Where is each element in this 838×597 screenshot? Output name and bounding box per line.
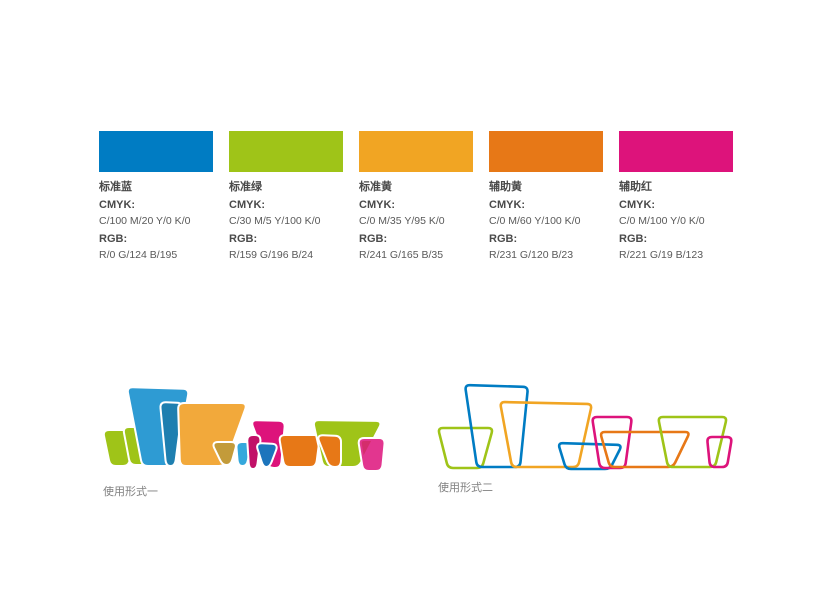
cmyk-label: CMYK: [99,199,136,211]
color-card: 辅助红 CMYK: C/0 M/100 Y/0 K/0 RGB: R/221 G… [619,131,733,262]
color-card: 标准黄 CMYK: C/0 M/35 Y/95 K/0 RGB: R/241 G… [359,131,473,262]
swatch-name: 标准蓝 [99,181,132,193]
rgb-label: RGB: [359,233,388,245]
swatch-name: 辅助红 [619,181,652,193]
color-card: 辅助黄 CMYK: C/0 M/60 Y/100 K/0 RGB: R/231 … [489,131,603,262]
color-swatch [489,131,603,172]
usage-label-two: 使用形式二 [438,482,493,494]
cmyk-label: CMYK: [619,199,656,211]
rgb-value: R/159 G/196 B/24 [229,249,314,261]
swatch-name: 辅助黄 [489,181,522,193]
color-swatch [229,131,343,172]
swatch-name: 标准黄 [359,181,392,193]
swatch-name: 标准绿 [229,181,262,193]
cmyk-label: CMYK: [489,199,526,211]
cmyk-value: C/0 M/35 Y/95 K/0 [359,215,445,227]
usage-example-two: 使用形式二 [435,378,735,495]
color-swatch [99,131,213,172]
palette-row: 标准蓝 CMYK: C/100 M/20 Y/0 K/0 RGB: R/0 G/… [99,131,733,262]
color-card: 标准绿 CMYK: C/30 M/5 Y/100 K/0 RGB: R/159 … [229,131,343,262]
rgb-value: R/231 G/120 B/23 [489,249,574,261]
color-swatch [619,131,733,172]
rgb-label: RGB: [619,233,648,245]
rgb-label: RGB: [489,233,518,245]
logo-outline-graphic [437,383,733,471]
cmyk-value: C/30 M/5 Y/100 K/0 [229,215,321,227]
cmyk-value: C/100 M/20 Y/0 K/0 [99,215,191,227]
color-card: 标准蓝 CMYK: C/100 M/20 Y/0 K/0 RGB: R/0 G/… [99,131,213,262]
cmyk-value: C/0 M/60 Y/100 K/0 [489,215,581,227]
rgb-label: RGB: [99,233,128,245]
rgb-value: R/221 G/19 B/123 [619,249,704,261]
cmyk-value: C/0 M/100 Y/0 K/0 [619,215,705,227]
usage-label-one: 使用形式一 [103,486,158,498]
rgb-value: R/0 G/124 B/195 [99,249,178,261]
rgb-value: R/241 G/165 B/35 [359,249,444,261]
logo-filled-graphic [102,386,386,472]
color-swatch [359,131,473,172]
cmyk-label: CMYK: [229,199,266,211]
rgb-label: RGB: [229,233,258,245]
cmyk-label: CMYK: [359,199,396,211]
usage-example-one: 使用形式一 [100,384,390,499]
